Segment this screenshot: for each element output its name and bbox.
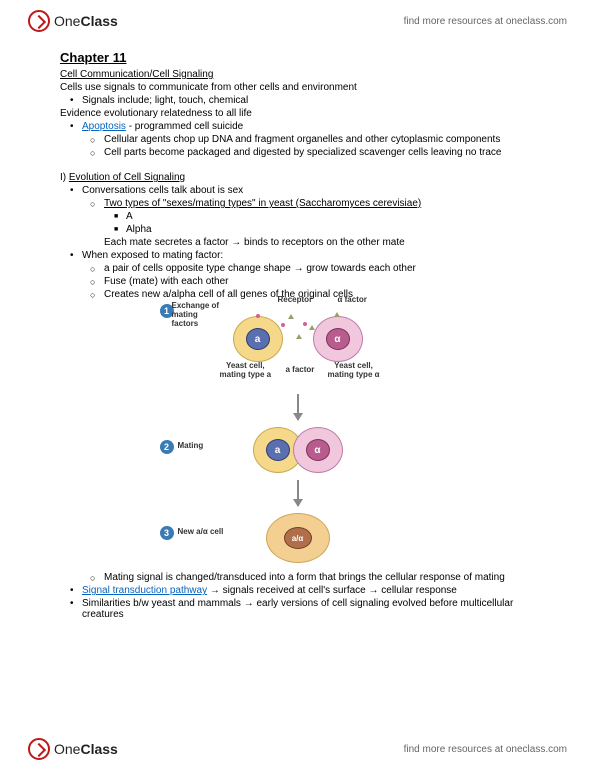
section-subtitle: Cell Communication/Cell Signaling [60, 69, 535, 80]
evidence-text: Evidence evolutionary relatedness to all… [60, 108, 535, 119]
factor-icon [296, 334, 302, 339]
bullet-apop-sub2: Cell parts become packaged and digested … [60, 147, 535, 158]
section-roman: I) [60, 172, 69, 183]
bullet-pair-shape: a pair of cells opposite type change sha… [60, 263, 535, 274]
cell-alpha-label: α [334, 334, 340, 345]
logo-text: OneClass [54, 13, 118, 29]
fused-alpha-label: α [314, 445, 320, 456]
factor-icon [288, 314, 294, 319]
bullet-apoptosis: Apoptosis - programmed cell suicide [60, 121, 535, 132]
mate-secretes-text: Each mate secretes a factor → binds to r… [60, 237, 535, 248]
bullet-two-types: Two types of "sexes/mating types" in yea… [60, 198, 535, 209]
apoptosis-rest: - programmed cell suicide [126, 121, 243, 132]
brand-logo: OneClass [28, 10, 118, 32]
bullet-type-a: A [60, 211, 535, 222]
yeast-alpha-label: Yeast cell, mating type α [328, 362, 380, 380]
bullet-signal-transduction: Signal transduction pathway → signals re… [60, 585, 535, 596]
logo-one: One [54, 13, 80, 29]
page-header: OneClass find more resources at oneclass… [0, 0, 595, 42]
cell-a-label: a [255, 334, 261, 345]
factor-icon [309, 325, 315, 330]
cell-a: a [233, 316, 283, 362]
footer-logo-icon [28, 738, 50, 760]
receptor-dot-icon [256, 314, 260, 318]
arrow-down-icon [297, 394, 299, 420]
yeast-a-label: Yeast cell, mating type a [220, 362, 272, 380]
intro-text: Cells use signals to communicate from ot… [60, 82, 535, 93]
header-tagline: find more resources at oneclass.com [404, 16, 567, 27]
cell-alpha: α [313, 316, 363, 362]
receptor-dot-icon [281, 323, 285, 327]
signal-transduction-rest: → signals received at cell's surface → c… [207, 585, 457, 596]
footer-logo-one: One [54, 741, 80, 757]
diagram-row-3: 3 New a/α cell a/α [178, 508, 418, 568]
page-footer: OneClass find more resources at oneclass… [0, 728, 595, 770]
cell-alpha-nucleus: α [326, 328, 350, 350]
bullet-exposed: When exposed to mating factor: [60, 250, 535, 261]
step-2-badge: 2 [160, 440, 174, 454]
step-3-label: New a/α cell [178, 528, 224, 537]
cell-a-nucleus: a [246, 328, 270, 350]
bullet-apop-sub1: Cellular agents chop up DNA and fragment… [60, 134, 535, 145]
two-types-text: Two types of "sexes/mating types" in yea… [104, 198, 421, 209]
footer-logo-text: OneClass [54, 741, 118, 757]
arrow-down-icon [297, 480, 299, 506]
section-1-heading: I) Evolution of Cell Signaling [60, 172, 535, 183]
fused-alpha-nucleus: α [306, 439, 330, 461]
footer-brand-logo: OneClass [28, 738, 118, 760]
document-content: Chapter 11 Cell Communication/Cell Signa… [0, 42, 595, 620]
signal-transduction-link[interactable]: Signal transduction pathway [82, 585, 207, 596]
bullet-mating-signal: Mating signal is changed/transduced into… [60, 572, 535, 583]
step-1-label: Exchange of mating factors [172, 302, 220, 328]
step-2-label: Mating [178, 442, 204, 451]
diagram-row-2: 2 Mating a α [178, 422, 418, 478]
bullet-conversations: Conversations cells talk about is sex [60, 185, 535, 196]
bullet-signals: Signals include; light, touch, chemical [60, 95, 535, 106]
diagram-row-1: 1 Exchange of mating factors Receptor α … [178, 304, 418, 374]
fused-a-nucleus: a [266, 439, 290, 461]
footer-tagline: find more resources at oneclass.com [404, 744, 567, 755]
fused-cells: a α [253, 427, 343, 473]
alpha-factor-label: α factor [338, 296, 367, 305]
new-cell: a/α [266, 513, 330, 563]
step-3-badge: 3 [160, 526, 174, 540]
a-factor-label: a factor [286, 366, 315, 375]
footer-logo-class: Class [80, 741, 117, 757]
yeast-mating-diagram: 1 Exchange of mating factors Receptor α … [60, 304, 535, 568]
new-nucleus: a/α [284, 527, 312, 549]
diagram-box: 1 Exchange of mating factors Receptor α … [178, 304, 418, 568]
logo-class: Class [80, 13, 117, 29]
fused-a-label: a [275, 445, 281, 456]
logo-icon [28, 10, 50, 32]
section-1-title: Evolution of Cell Signaling [69, 172, 185, 183]
bullet-similarities: Similarities b/w yeast and mammals → ear… [60, 598, 535, 620]
apoptosis-link[interactable]: Apoptosis [82, 121, 126, 132]
receptor-label: Receptor [278, 296, 313, 305]
factor-icon [334, 312, 340, 317]
receptor-dot-icon [303, 322, 307, 326]
fused-cell-alpha: α [293, 427, 343, 473]
bullet-type-alpha: Alpha [60, 224, 535, 235]
bullet-fuse: Fuse (mate) with each other [60, 276, 535, 287]
chapter-title: Chapter 11 [60, 50, 535, 65]
